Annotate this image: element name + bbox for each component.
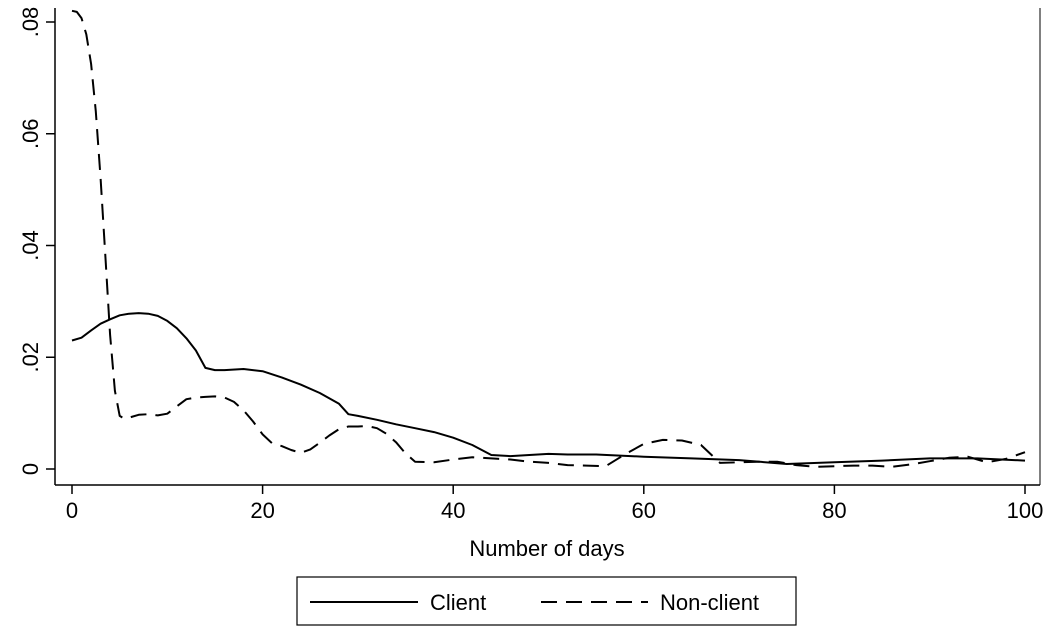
x-tick-label: 100 — [1007, 498, 1044, 523]
legend-label: Client — [430, 590, 486, 615]
x-tick-label: 40 — [441, 498, 465, 523]
y-tick-label: .02 — [18, 342, 43, 373]
series-lines — [71, 9, 1026, 468]
y-tick-label: .08 — [18, 7, 43, 38]
plot-area: 0 20 40 60 80 100 0 .02 .04 .06 .08 — [18, 7, 1043, 523]
x-axis-title: Number of days — [469, 536, 624, 561]
x-tick-label: 60 — [632, 498, 656, 523]
series-line-non-client — [71, 9, 1026, 468]
legend-box — [296, 576, 797, 626]
y-tick-label: .04 — [18, 230, 43, 261]
series-line-client — [71, 312, 1026, 465]
y-tick-label: .06 — [18, 118, 43, 149]
x-tick-label: 0 — [66, 498, 78, 523]
y-ticks: 0 .02 .04 .06 .08 — [18, 7, 55, 475]
x-ticks: 0 20 40 60 80 100 — [66, 485, 1043, 523]
legend: Client Non-client — [296, 576, 797, 626]
x-tick-label: 80 — [822, 498, 846, 523]
x-tick-label: 20 — [250, 498, 274, 523]
y-tick-label: 0 — [18, 463, 43, 475]
legend-label: Non-client — [660, 590, 759, 615]
